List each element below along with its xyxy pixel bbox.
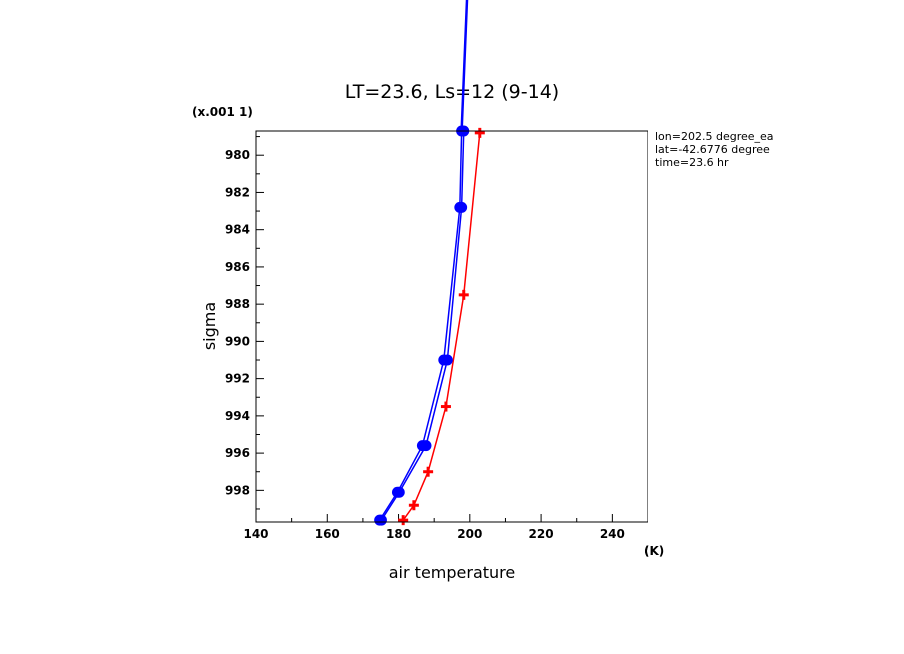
y-tick-label: 998 [225,483,250,497]
series-0-point [398,515,409,526]
series-line-1 [379,130,463,521]
x-tick-label: 140 [243,527,268,541]
series-2-point [441,354,453,366]
y-units-label: (x.001 1) [192,105,253,119]
series-layer [374,0,485,526]
series-0-point [474,127,485,138]
plot-area [374,0,485,526]
y-axis-label: sigma [200,302,219,350]
y-tick-label: 994 [225,409,250,423]
y-tick-label: 986 [225,260,250,274]
series-0-point [440,401,451,412]
x-axis-label: air temperature [389,563,515,582]
series-1-extension [460,0,469,132]
annotation-lon-text: lon=202.5 degree_ea [655,130,774,143]
right-margin-mask [648,0,904,654]
y-tick-label: 988 [225,297,250,311]
y-tick-label: 996 [225,446,250,460]
series-line-0 [402,132,481,521]
series-0-point [423,466,434,477]
series-2-point [456,201,468,213]
x-units-label-top: (K) [644,544,664,558]
x-tick-label: 220 [529,527,554,541]
series-2-point [393,486,405,498]
chart-title: LT=23.6, Ls=12 (9-14) [345,81,559,103]
y-tick-label: 984 [225,223,250,237]
x-tick-label: 180 [386,527,411,541]
series-2-point [375,514,387,526]
x-tick-label: 160 [315,527,340,541]
y-tick-label: 980 [225,148,250,162]
series-0-point [458,289,469,300]
axes: 140 160 180 200 220 240 980 982 984 986 988 990 992 9… [225,136,625,541]
y-tick-label: 982 [225,185,250,199]
x-tick-label: 240 [600,527,625,541]
series-2-point [420,440,432,452]
series-0-point [408,500,419,511]
y-tick-label: 990 [225,334,250,348]
y-tick-label: 992 [225,372,250,386]
annotation-lat-text: lat=-42.6776 degree [655,143,770,156]
series-line-2 [380,130,465,521]
annotation-time-text: time=23.6 hr [655,156,729,169]
plot-frame [255,130,649,523]
x-tick-label: 200 [457,527,482,541]
